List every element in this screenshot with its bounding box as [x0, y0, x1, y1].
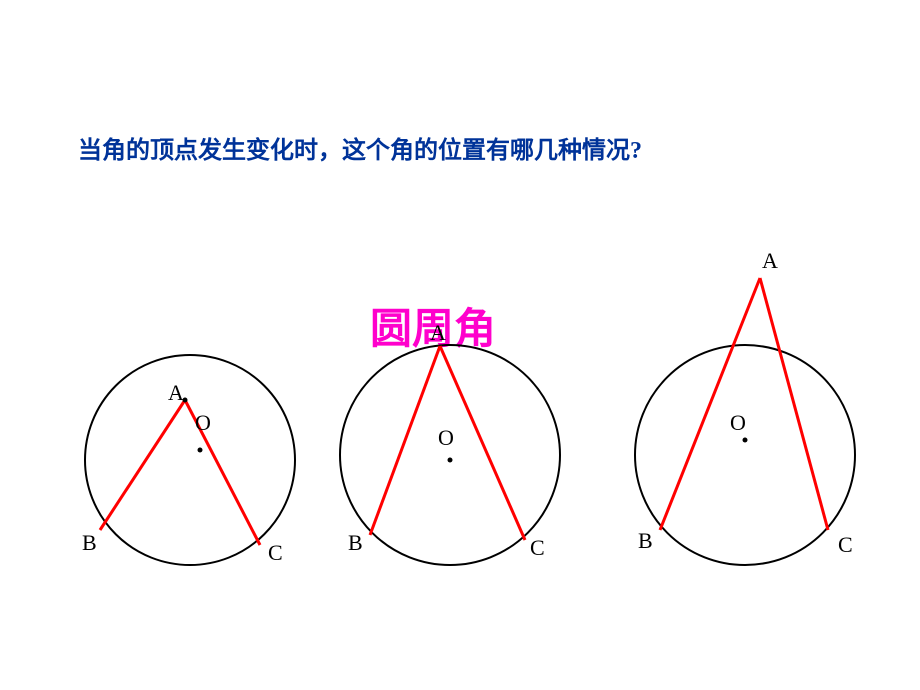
- label-A-1: A: [168, 380, 184, 405]
- label-O-1: O: [195, 410, 211, 435]
- line-AC-3: [760, 278, 828, 530]
- label-B-2: B: [348, 530, 363, 555]
- line-AB-3: [660, 278, 760, 530]
- label-C-3: C: [838, 532, 853, 557]
- label-A-3: A: [762, 248, 778, 273]
- label-B-3: B: [638, 528, 653, 553]
- circle-2: [340, 345, 560, 565]
- label-C-1: C: [268, 540, 283, 565]
- center-dot-3: [743, 438, 748, 443]
- line-AB-2: [370, 346, 440, 535]
- label-O-3: O: [730, 410, 746, 435]
- label-C-2: C: [530, 535, 545, 560]
- line-AB-1: [100, 400, 185, 530]
- label-A-2: A: [430, 320, 446, 345]
- center-dot-2: [448, 458, 453, 463]
- label-B-1: B: [82, 530, 97, 555]
- label-O-2: O: [438, 425, 454, 450]
- center-dot-1: [198, 448, 203, 453]
- circle-1: [85, 355, 295, 565]
- circle-3: [635, 345, 855, 565]
- diagram-canvas: AOBCAOBCAOBC: [0, 0, 920, 690]
